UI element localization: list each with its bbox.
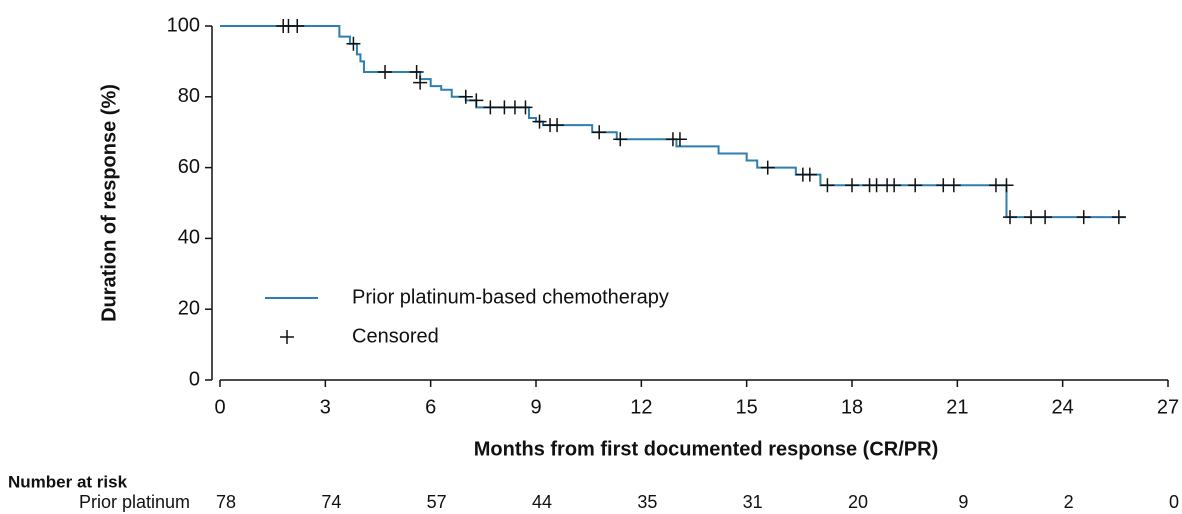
y-axis-title: Duration of response (%) — [98, 84, 120, 322]
risk-count: 31 — [743, 492, 763, 512]
x-tick-label: 18 — [841, 396, 863, 418]
legend-marker — [280, 330, 294, 344]
risk-count: 9 — [958, 492, 968, 512]
risk-count: 74 — [321, 492, 341, 512]
censor-mark — [999, 178, 1014, 193]
risk-count: 57 — [427, 492, 447, 512]
x-tick-label: 15 — [736, 396, 758, 418]
censor-mark — [845, 178, 859, 193]
risk-count: 78 — [216, 492, 236, 512]
censor-mark — [1003, 210, 1017, 225]
risk-count: 44 — [532, 492, 552, 512]
censor-mark — [592, 125, 607, 140]
censor-mark — [378, 65, 393, 80]
censor-mark — [1038, 210, 1053, 225]
survival-line — [220, 25, 1126, 219]
risk-row-label: Prior platinum — [79, 492, 190, 512]
x-tick-label: 0 — [214, 396, 225, 418]
censor-mark — [409, 65, 424, 80]
censor-mark — [532, 114, 547, 129]
censor-mark — [458, 89, 473, 104]
x-tick-label: 9 — [530, 396, 541, 418]
censor-mark — [1076, 210, 1091, 225]
censor-mark — [802, 167, 817, 182]
censor-mark — [469, 93, 484, 108]
risk-count: 20 — [848, 492, 868, 512]
censor-mark — [760, 160, 775, 175]
y-tick-label: 80 — [178, 85, 200, 107]
censor-mark — [1024, 210, 1039, 225]
censor-mark — [613, 132, 628, 147]
legend-label: Prior platinum-based chemotherapy — [352, 286, 669, 308]
risk-table-title: Number at risk — [8, 472, 128, 491]
x-tick-label: 24 — [1052, 396, 1074, 418]
y-tick-label: 0 — [189, 368, 200, 390]
x-tick-label: 27 — [1157, 396, 1179, 418]
censor-mark — [550, 118, 565, 133]
y-tick-label: 20 — [178, 297, 200, 319]
y-tick-label: 60 — [178, 156, 200, 178]
y-tick-label: 40 — [178, 227, 200, 249]
risk-count: 2 — [1064, 492, 1074, 512]
censor-mark — [346, 36, 361, 51]
censor-mark — [887, 178, 902, 193]
legend-label: Censored — [352, 325, 439, 347]
censor-mark — [946, 178, 961, 193]
x-tick-label: 12 — [630, 396, 652, 418]
censor-mark — [672, 132, 687, 147]
censor-mark — [518, 100, 533, 115]
risk-count: 0 — [1169, 492, 1179, 512]
censor-mark — [1111, 210, 1126, 225]
censor-mark — [908, 178, 923, 193]
censor-mark — [413, 75, 428, 90]
y-tick-label: 100 — [167, 14, 200, 36]
x-axis-title: Months from first documented response (C… — [474, 438, 938, 460]
x-tick-label: 3 — [320, 396, 331, 418]
censor-mark — [820, 178, 835, 193]
risk-count: 35 — [637, 492, 657, 512]
x-tick-label: 21 — [946, 396, 968, 418]
x-tick-label: 6 — [425, 396, 436, 418]
censor-mark — [290, 19, 305, 33]
censor-mark — [483, 100, 498, 115]
